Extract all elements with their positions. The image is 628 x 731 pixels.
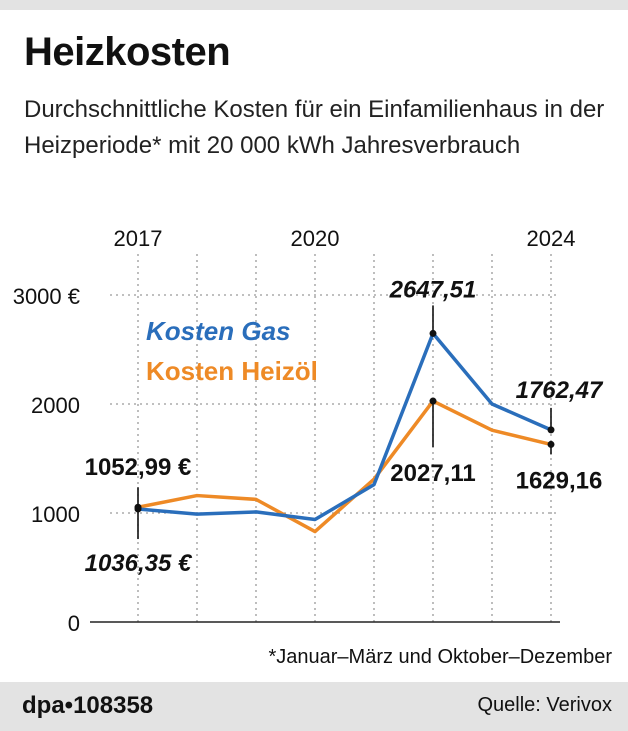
data-label: 2027,11: [390, 460, 475, 487]
line-chart: 0 1000 2000 3000 € 2017 2020 2024 Kosten Gas Kos…: [13, 226, 604, 636]
footnote: *Januar–März und Oktober–Dezember: [268, 646, 612, 668]
legend-label-gas: Kosten Gas: [146, 316, 291, 346]
series-line-heizoel: [136, 399, 553, 534]
data-label: 1762,47: [516, 377, 604, 404]
data-point-marker: [134, 505, 142, 513]
y-tick-label: 2000: [31, 393, 80, 418]
data-label: 1052,99 €: [85, 454, 192, 481]
top-bar: [0, 0, 628, 10]
y-tick-label: 3000 €: [13, 284, 80, 309]
source-credit: Quelle: Verivox: [477, 694, 612, 716]
dpa-brand: dpa•108358: [22, 692, 154, 719]
chart-title: Heizkosten: [24, 30, 231, 74]
data-point-marker: [547, 440, 555, 448]
series-line-gas: [136, 331, 553, 522]
y-tick-label: 1000: [31, 502, 80, 527]
y-tick-label: 0: [68, 611, 80, 636]
x-tick-label: 2017: [114, 226, 163, 251]
x-tick-label: 2024: [527, 226, 576, 251]
chart-subtitle: Durchschnittliche Kosten für ein Einfami…: [24, 96, 605, 159]
legend-label-heizoel: Kosten Heizöl: [146, 356, 318, 386]
data-label: 1629,16: [516, 467, 603, 494]
x-tick-label: 2020: [291, 226, 340, 251]
data-label: 1036,35 €: [85, 550, 193, 577]
data-point-marker: [547, 426, 555, 434]
data-point-marker: [429, 397, 437, 405]
footer-bar: dpa•108358 Quelle: Verivox: [0, 682, 628, 731]
data-label: 2647,51: [389, 276, 477, 303]
data-point-marker: [429, 329, 437, 337]
